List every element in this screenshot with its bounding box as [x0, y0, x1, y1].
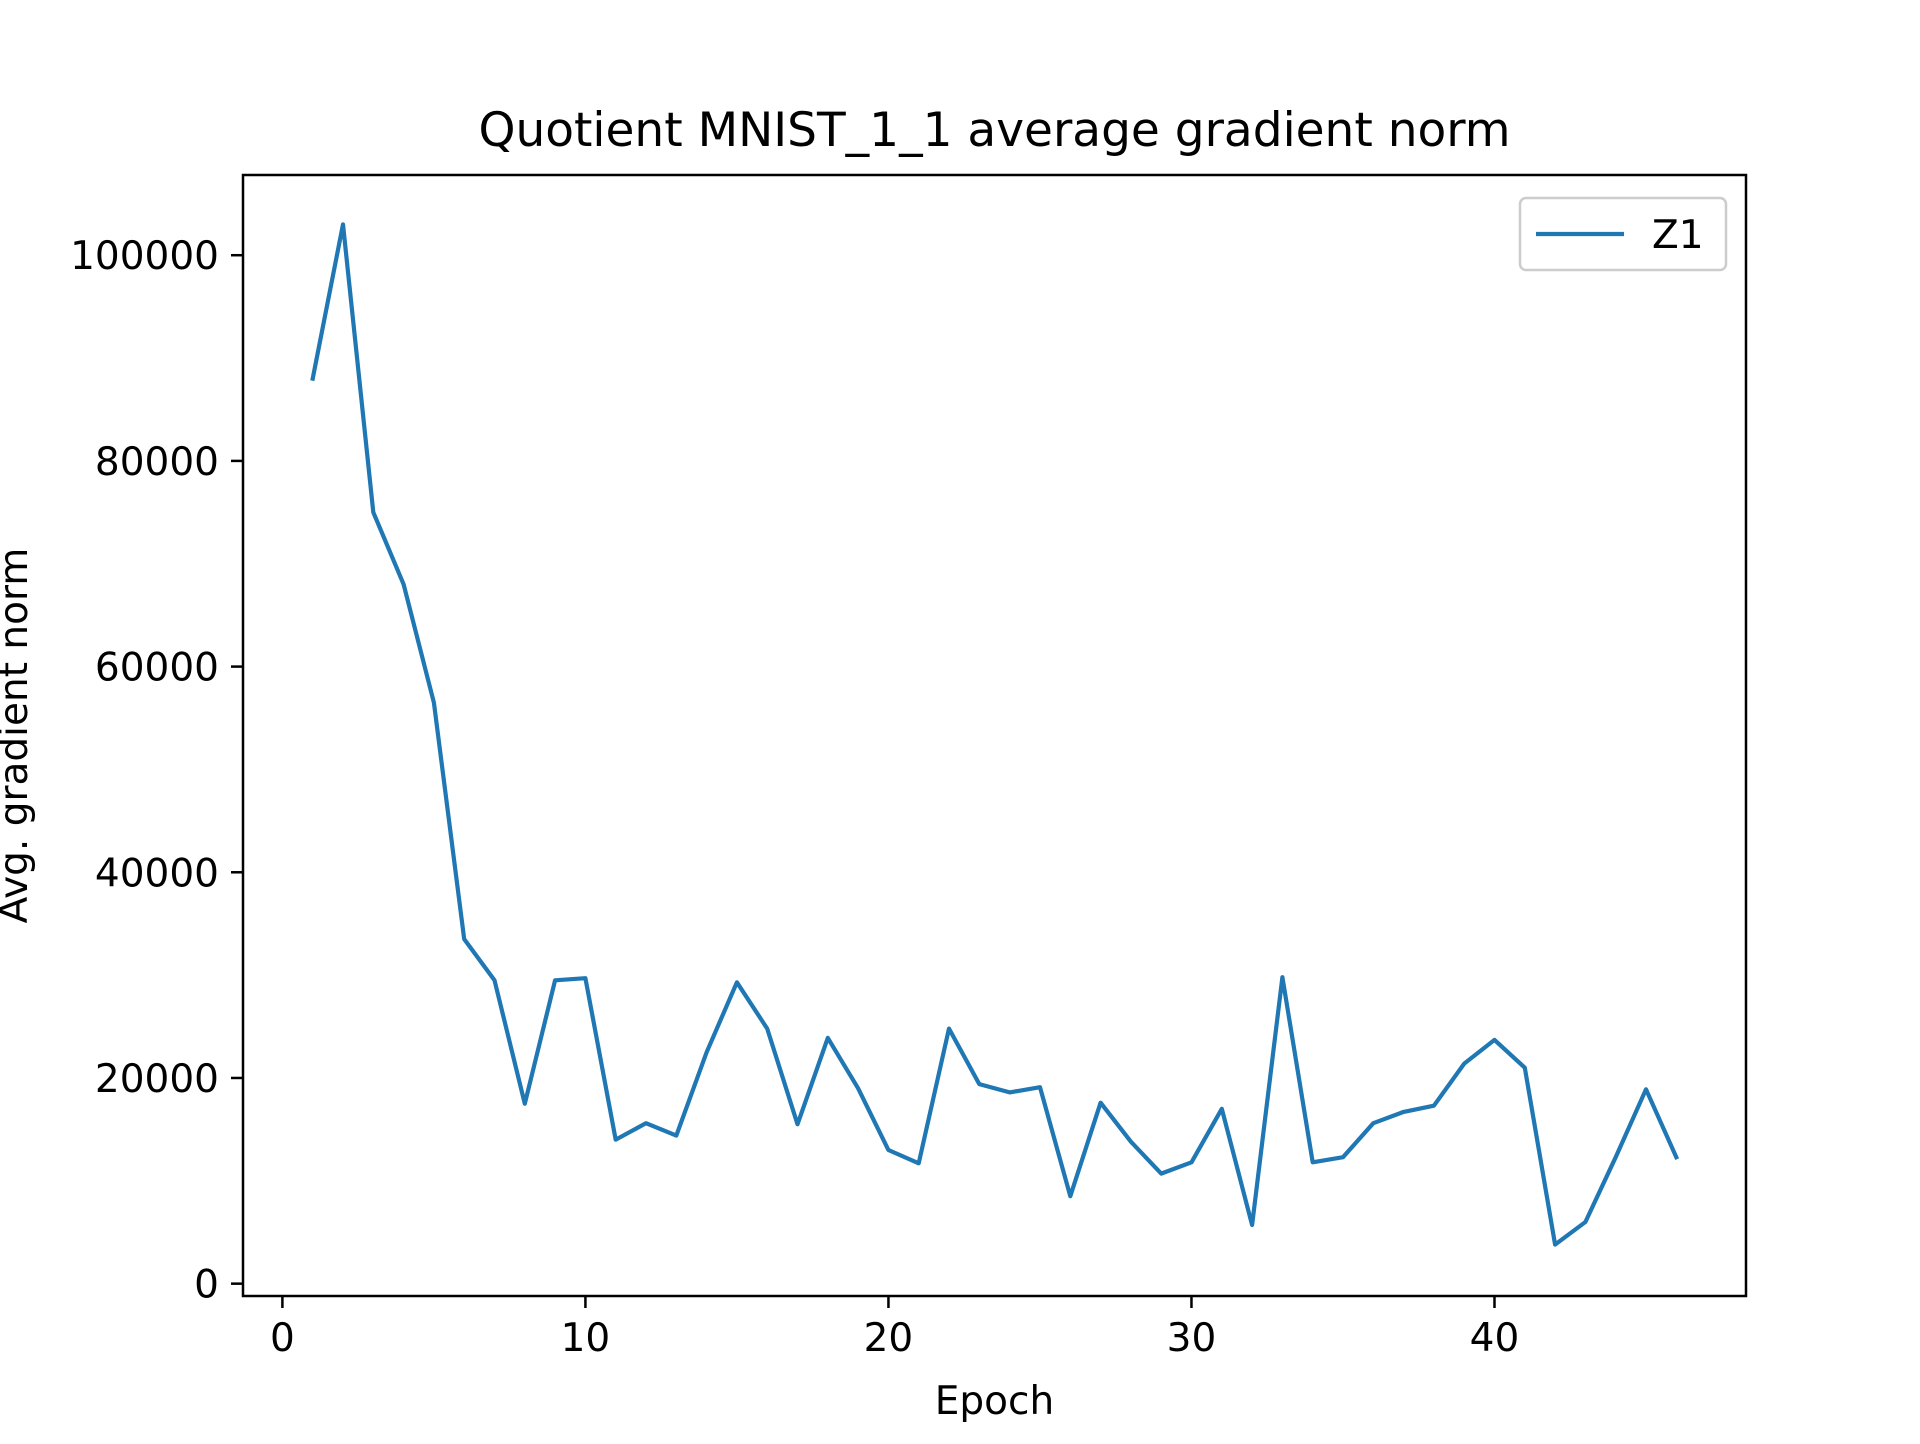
legend-label: Z1 [1652, 213, 1704, 258]
legend: Z1 [1518, 196, 1728, 272]
x-tick-label: 20 [864, 1316, 914, 1361]
y-axis-label: Avg. gradient norm [0, 548, 37, 924]
chart-title: Quotient MNIST_1_1 average gradient norm [478, 103, 1510, 158]
series-line-z1 [310, 222, 1680, 1247]
y-axis: 0 20000 40000 60000 80000 100000 [70, 234, 243, 1308]
x-axis-label: Epoch [935, 1379, 1054, 1424]
x-tick-label: 30 [1167, 1316, 1217, 1361]
y-tick-label: 40000 [95, 851, 219, 896]
x-tick-label: 0 [270, 1316, 295, 1361]
y-tick-label: 100000 [70, 234, 219, 279]
plot-area [310, 222, 1680, 1247]
y-tick-label: 20000 [95, 1057, 219, 1102]
axes-frame [241, 173, 1748, 1298]
x-axis: 0 10 20 30 40 [270, 1296, 1519, 1361]
y-tick-label: 80000 [95, 440, 219, 485]
x-tick-label: 40 [1470, 1316, 1520, 1361]
y-tick-label: 60000 [95, 646, 219, 691]
x-tick-label: 10 [561, 1316, 611, 1361]
y-tick-label: 0 [194, 1263, 219, 1308]
